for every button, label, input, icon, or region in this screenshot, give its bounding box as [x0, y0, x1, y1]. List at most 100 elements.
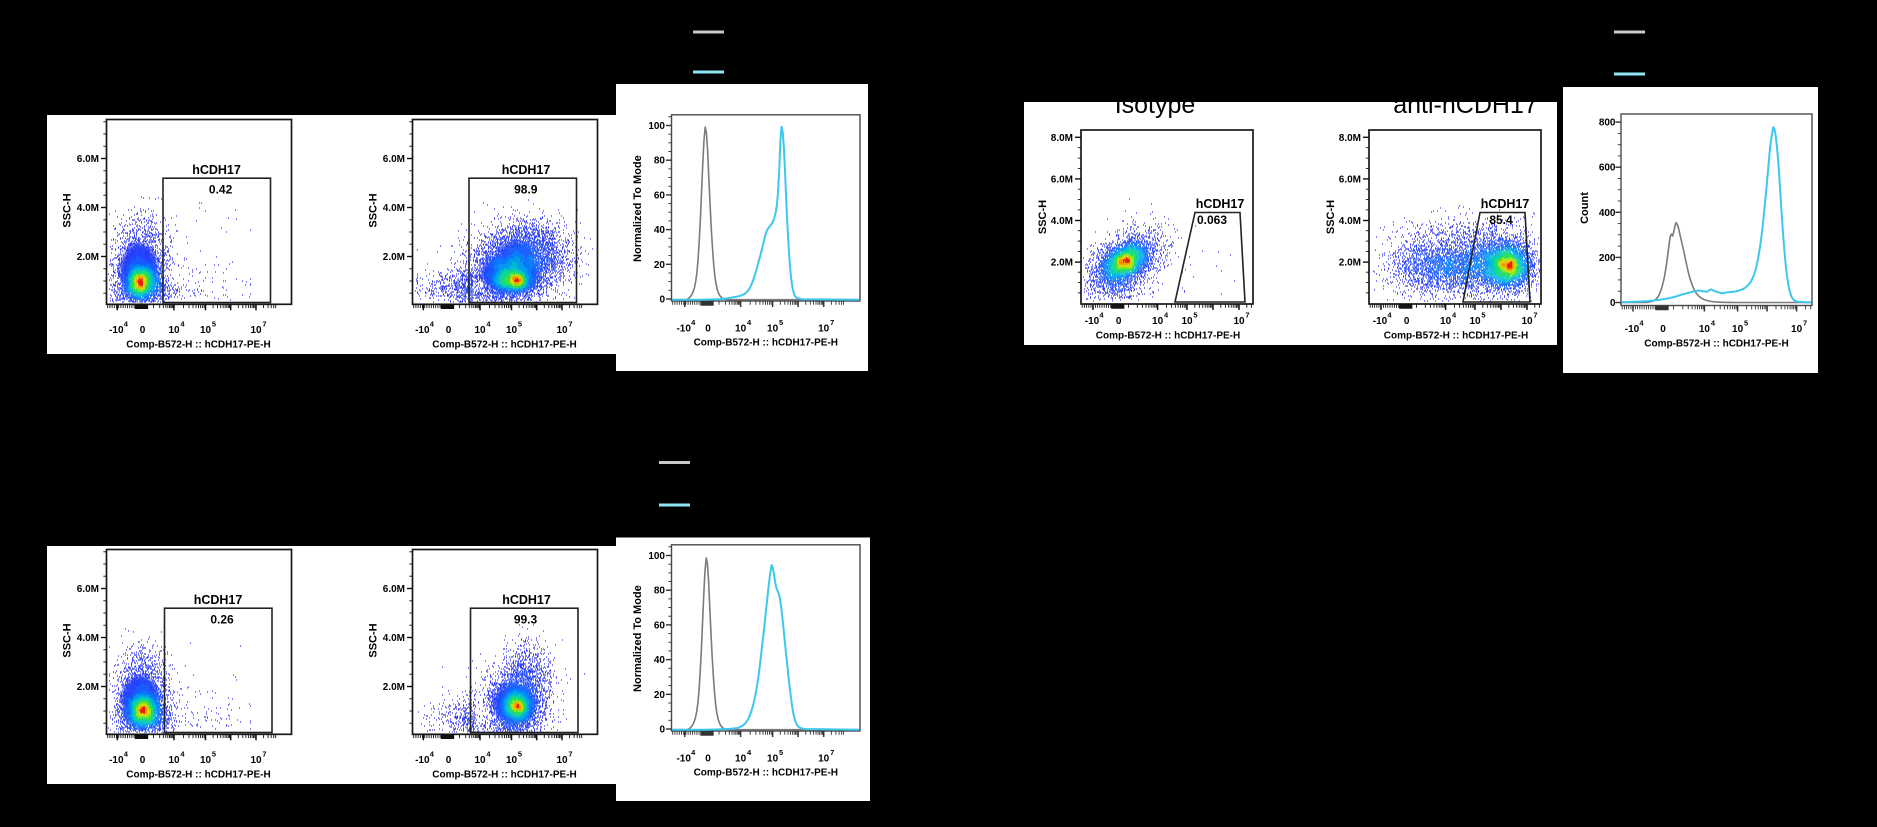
svg-text:Comp-B572-H :: hCDH17-PE-H: Comp-B572-H :: hCDH17-PE-H [1096, 330, 1240, 341]
svg-text:10: 10 [1152, 316, 1164, 327]
svg-text:400: 400 [1599, 208, 1616, 219]
svg-text:98.9: 98.9 [514, 183, 538, 197]
svg-text:4: 4 [124, 320, 129, 329]
svg-text:SSC-H: SSC-H [62, 193, 74, 227]
svg-text:600: 600 [1599, 163, 1616, 174]
svg-text:SSC-H: SSC-H [368, 193, 380, 227]
svg-text:4.0M: 4.0M [77, 633, 99, 644]
svg-text:10: 10 [818, 324, 830, 335]
svg-text:6.0M: 6.0M [1051, 174, 1073, 185]
svg-text:10: 10 [1233, 316, 1245, 327]
svg-text:7: 7 [262, 750, 266, 759]
svg-text:60: 60 [654, 620, 666, 631]
svg-text:SSC-H: SSC-H [62, 623, 74, 657]
svg-text:40: 40 [654, 225, 666, 236]
svg-text:200: 200 [1599, 253, 1616, 264]
svg-text:0: 0 [140, 325, 146, 336]
svg-text:-10: -10 [1625, 324, 1640, 335]
svg-text:Comp-B572-H :: hCDH17-PE-H: Comp-B572-H :: hCDH17-PE-H [694, 338, 838, 349]
svg-text:0: 0 [140, 755, 146, 766]
svg-text:20: 20 [654, 690, 666, 701]
svg-text:10: 10 [474, 325, 486, 336]
svg-text:4: 4 [747, 748, 752, 757]
svg-text:2.0M: 2.0M [383, 682, 405, 693]
svg-text:4.0M: 4.0M [383, 633, 405, 644]
svg-text:10: 10 [556, 755, 568, 766]
svg-text:6.0M: 6.0M [383, 154, 405, 165]
svg-text:0.26: 0.26 [210, 613, 234, 627]
svg-text:10: 10 [1699, 324, 1711, 335]
svg-text:hCDH17: hCDH17 [192, 163, 241, 177]
svg-text:2.0M: 2.0M [1339, 258, 1361, 269]
svg-text:SSC-H: SSC-H [368, 623, 380, 657]
svg-text:-10: -10 [415, 755, 430, 766]
svg-text:5: 5 [212, 750, 216, 759]
svg-text:10: 10 [767, 754, 779, 765]
svg-text:0: 0 [1116, 316, 1122, 327]
svg-text:100: 100 [648, 121, 665, 132]
svg-text:4: 4 [486, 750, 491, 759]
svg-text:10: 10 [1521, 316, 1533, 327]
svg-text:10: 10 [1791, 324, 1803, 335]
svg-text:Normalized To Mode: Normalized To Mode [632, 155, 644, 262]
svg-text:2.0M: 2.0M [383, 252, 405, 263]
svg-text:8.0M: 8.0M [1339, 133, 1361, 144]
svg-text:Isotype: Isotype [1115, 91, 1196, 119]
svg-text:7: 7 [262, 320, 266, 329]
svg-text:2.0M: 2.0M [77, 682, 99, 693]
svg-text:6.0M: 6.0M [77, 154, 99, 165]
svg-text:10: 10 [735, 754, 747, 765]
svg-text:4: 4 [180, 320, 185, 329]
svg-text:Comp-B572-H :: hCDH17-PE-H: Comp-B572-H :: hCDH17-PE-H [126, 340, 270, 351]
svg-text:4: 4 [124, 750, 129, 759]
svg-text:hCDH17: hCDH17 [1481, 197, 1530, 211]
svg-text:10: 10 [1469, 316, 1481, 327]
svg-text:4: 4 [430, 750, 435, 759]
svg-text:2.0M: 2.0M [77, 252, 99, 263]
svg-text:0: 0 [446, 325, 452, 336]
svg-text:Comp-B572-H :: hCDH17-PE-H: Comp-B572-H :: hCDH17-PE-H [1644, 339, 1788, 350]
svg-text:0.42: 0.42 [209, 183, 233, 197]
svg-text:4: 4 [1387, 311, 1392, 320]
svg-text:20: 20 [654, 260, 666, 271]
svg-text:Comp-B572-H :: hCDH17-PE-H: Comp-B572-H :: hCDH17-PE-H [432, 770, 576, 781]
svg-text:anti-hCDH17: anti-hCDH17 [1393, 91, 1538, 119]
svg-text:0.063: 0.063 [1197, 213, 1227, 227]
svg-text:5: 5 [518, 750, 522, 759]
svg-text:6.0M: 6.0M [383, 584, 405, 595]
svg-text:-10: -10 [1373, 316, 1388, 327]
svg-text:10: 10 [200, 325, 212, 336]
svg-text:10: 10 [1732, 324, 1744, 335]
svg-text:6.0M: 6.0M [1339, 174, 1361, 185]
svg-text:5: 5 [518, 320, 522, 329]
svg-text:4.0M: 4.0M [1339, 216, 1361, 227]
svg-text:4.0M: 4.0M [383, 203, 405, 214]
svg-text:10: 10 [474, 755, 486, 766]
svg-text:0: 0 [1610, 298, 1616, 309]
svg-text:Normalized To Mode: Normalized To Mode [632, 585, 644, 692]
svg-text:-10: -10 [676, 324, 691, 335]
svg-text:10: 10 [767, 324, 779, 335]
svg-text:4: 4 [430, 320, 435, 329]
svg-text:7: 7 [1803, 319, 1807, 328]
svg-text:4: 4 [180, 750, 185, 759]
svg-text:4: 4 [691, 748, 696, 757]
svg-text:10: 10 [1181, 316, 1193, 327]
svg-text:10: 10 [556, 325, 568, 336]
svg-text:10: 10 [168, 755, 180, 766]
svg-text:4: 4 [1639, 319, 1644, 328]
svg-text:4: 4 [486, 320, 491, 329]
svg-text:10: 10 [1440, 316, 1452, 327]
svg-text:hCDH17: hCDH17 [502, 163, 551, 177]
svg-text:Comp-B572-H :: hCDH17-PE-H: Comp-B572-H :: hCDH17-PE-H [432, 340, 576, 351]
svg-text:10: 10 [506, 755, 518, 766]
svg-text:5: 5 [1744, 319, 1748, 328]
svg-text:4.0M: 4.0M [77, 203, 99, 214]
svg-text:10: 10 [506, 325, 518, 336]
svg-text:hCDH17: hCDH17 [194, 593, 243, 607]
svg-text:Count: Count [1579, 192, 1591, 224]
svg-text:0: 0 [705, 324, 711, 335]
svg-text:4: 4 [1099, 311, 1104, 320]
svg-text:hCDH17: hCDH17 [1196, 197, 1245, 211]
svg-text:5: 5 [212, 320, 216, 329]
